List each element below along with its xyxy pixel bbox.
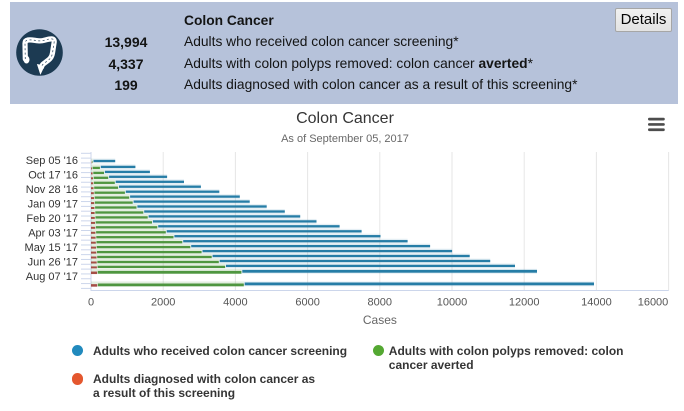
svg-text:Nov 28 '16: Nov 28 '16 [26, 184, 78, 196]
svg-text:14000: 14000 [581, 297, 612, 309]
svg-text:4000: 4000 [223, 297, 247, 309]
svg-text:Jan 09 '17: Jan 09 '17 [28, 198, 78, 210]
svg-text:12000: 12000 [509, 297, 540, 309]
svg-text:8000: 8000 [368, 297, 392, 309]
svg-text:2000: 2000 [151, 297, 175, 309]
svg-text:May 15 '17: May 15 '17 [25, 242, 78, 254]
svg-text:Feb 20 '17: Feb 20 '17 [26, 213, 78, 225]
svg-text:Apr 03 '17: Apr 03 '17 [28, 227, 78, 239]
svg-text:Aug 07 '17: Aug 07 '17 [26, 271, 78, 283]
svg-text:Sep 05 '16: Sep 05 '16 [26, 155, 78, 167]
svg-text:Oct 17 '16: Oct 17 '16 [28, 169, 78, 181]
svg-text:16000: 16000 [638, 297, 669, 309]
svg-text:6000: 6000 [295, 297, 319, 309]
svg-text:Cases: Cases [363, 313, 397, 327]
svg-text:10000: 10000 [437, 297, 468, 309]
svg-text:0: 0 [88, 297, 94, 309]
svg-text:Jun 26 '17: Jun 26 '17 [28, 256, 78, 268]
